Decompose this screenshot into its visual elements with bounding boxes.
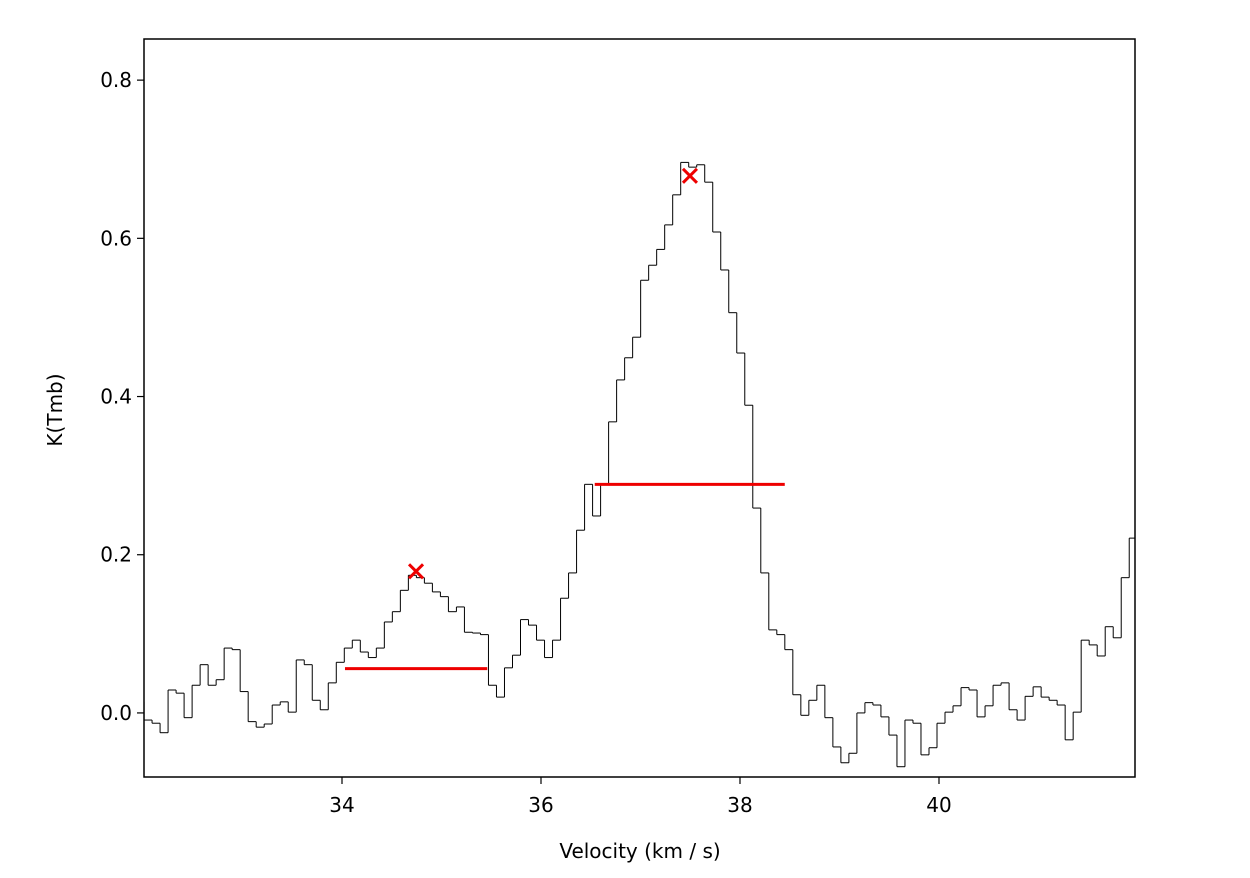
y-axis-label: K(Tmb): [43, 373, 67, 446]
x-tick-label: 40: [926, 793, 951, 817]
peak-marker: [407, 563, 425, 580]
peak-marker: [681, 167, 699, 184]
y-tick-label: 0.8: [100, 68, 132, 92]
y-tick-label: 0.0: [100, 701, 132, 725]
x-axis-label: Velocity (km / s): [559, 839, 720, 863]
x-tick-label: 34: [329, 793, 354, 817]
x-tick-label: 36: [528, 793, 553, 817]
y-tick-label: 0.4: [100, 385, 132, 409]
plot-frame: [143, 38, 1136, 778]
x-tick-label: 38: [727, 793, 752, 817]
y-tick-label: 0.2: [100, 543, 132, 567]
y-tick-label: 0.6: [100, 226, 132, 250]
